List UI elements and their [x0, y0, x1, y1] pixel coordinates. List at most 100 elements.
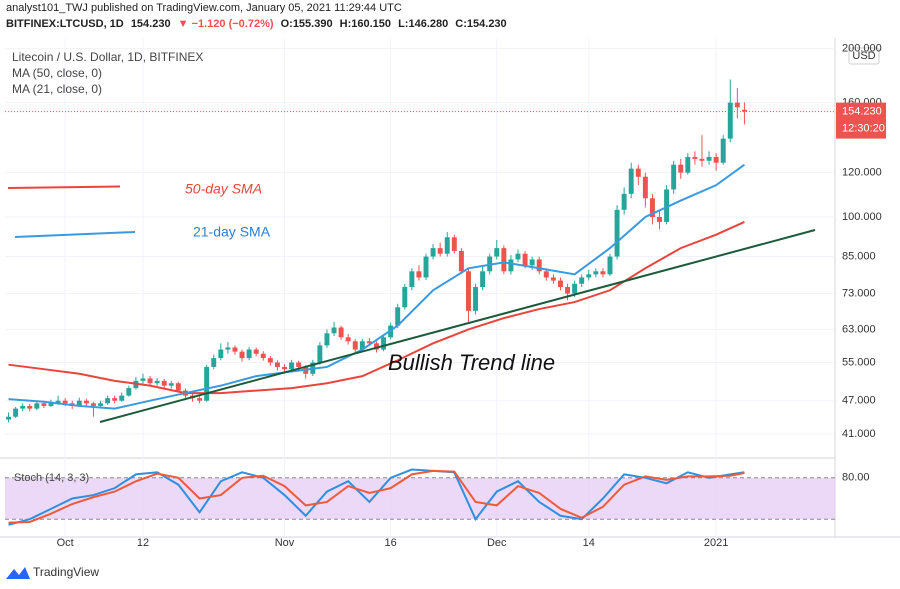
symbol: BITFINEX:LTCUSD, 1D: [6, 18, 124, 30]
candle-body: [480, 271, 486, 288]
high: H:160.150: [340, 18, 391, 30]
candle-body: [338, 327, 344, 338]
y-tick-label: 200.000: [842, 42, 882, 54]
candle-body: [473, 287, 479, 311]
price-label-box: [836, 102, 886, 139]
candle-body: [572, 283, 578, 294]
candle-body: [557, 280, 563, 288]
candle-body: [607, 256, 613, 275]
candle-body: [734, 102, 740, 108]
price: 154.230: [131, 18, 171, 30]
candle-body: [62, 400, 68, 404]
candle-body: [451, 237, 457, 251]
y-tick-label: 100.000: [842, 211, 882, 223]
candle-body: [628, 168, 634, 194]
candle-body: [430, 248, 436, 257]
candle-body: [550, 277, 556, 281]
candle-body: [713, 156, 719, 163]
candle-body: [296, 362, 302, 367]
x-tick-label: 2021: [704, 537, 728, 549]
candle-body: [741, 109, 747, 112]
candle-body: [112, 398, 118, 401]
candle-body: [55, 400, 61, 404]
candle-body: [678, 164, 684, 173]
candle-body: [76, 400, 82, 406]
candle-body: [529, 259, 535, 266]
candle-body: [727, 102, 733, 139]
candle-body: [458, 250, 464, 272]
trend-line: [99, 229, 816, 423]
candle-body: [366, 341, 372, 344]
candle-body: [225, 347, 231, 350]
candle-body: [239, 351, 245, 359]
candle-body: [6, 416, 12, 420]
candle-body: [119, 395, 125, 401]
y-tick-label: 85.000: [842, 250, 876, 262]
series-line: [8, 163, 746, 410]
low: L:146.280: [398, 18, 448, 30]
candle-body: [692, 156, 698, 159]
grid: [5, 38, 835, 537]
candle-body: [161, 380, 167, 386]
x-tick-label: Nov: [275, 537, 295, 549]
y-tick-label: 55.000: [842, 356, 876, 368]
candle-body: [444, 237, 450, 254]
candle-body: [579, 277, 585, 284]
candle-body: [260, 353, 266, 359]
stoch-band: [5, 477, 835, 520]
x-tick-label: 14: [583, 537, 595, 549]
candle-body: [657, 217, 662, 222]
candle-body: [720, 138, 726, 163]
logo-icon: [6, 567, 30, 579]
candle-body: [27, 405, 33, 409]
candle-body: [48, 403, 54, 406]
candle-body: [105, 398, 111, 404]
stoch-title: Stoch (14, 3, 3): [14, 472, 89, 484]
candle-body: [374, 343, 379, 350]
candle-body: [642, 176, 648, 199]
candle-body: [423, 256, 429, 278]
y-tick-label: 73.000: [842, 287, 876, 299]
currency: USD: [852, 50, 875, 62]
candle-body: [90, 403, 96, 406]
candle-body: [324, 333, 330, 346]
candle-body: [282, 366, 287, 370]
candle-body: [664, 189, 670, 222]
candle-body: [232, 347, 238, 352]
marks: [5, 79, 835, 526]
candle-body: [140, 378, 146, 381]
y-tick-label: 63.000: [842, 323, 876, 335]
candle-body: [352, 341, 358, 350]
currency-box: [848, 47, 880, 65]
candle-body: [381, 337, 387, 350]
candle-body: [359, 341, 365, 350]
candle-body: [267, 358, 273, 363]
candle-body: [98, 403, 104, 406]
candle-body: [508, 259, 514, 272]
symbol-line: BITFINEX:LTCUSD, 1D 154.230 ▼ −1.120 (−0…: [6, 18, 507, 30]
candle-body: [671, 164, 677, 190]
candle-body: [515, 253, 521, 260]
candle-body: [34, 403, 40, 409]
annotation: 21-day SMA: [193, 224, 271, 240]
y-tick-label: 80.00: [842, 472, 870, 484]
candle-body: [211, 358, 217, 367]
candle-body: [409, 271, 415, 288]
annotation: Bullish Trend line: [388, 350, 555, 375]
candle-body: [402, 287, 408, 308]
candle-body: [175, 383, 181, 391]
candle-body: [536, 259, 542, 272]
candle-body: [20, 405, 26, 409]
y-tick-label: 120.000: [842, 167, 882, 179]
legend-entry: MA (21, close, 0): [12, 82, 102, 96]
candle-body: [685, 156, 691, 173]
candle-body: [274, 362, 280, 367]
candle-body: [501, 248, 507, 272]
candle-body: [621, 193, 627, 210]
close: C:154.230: [455, 18, 506, 30]
candle-body: [593, 271, 599, 275]
candle-body: [586, 274, 592, 278]
legend-line-50: [7, 185, 121, 189]
x-tick-label: Oct: [57, 537, 74, 549]
